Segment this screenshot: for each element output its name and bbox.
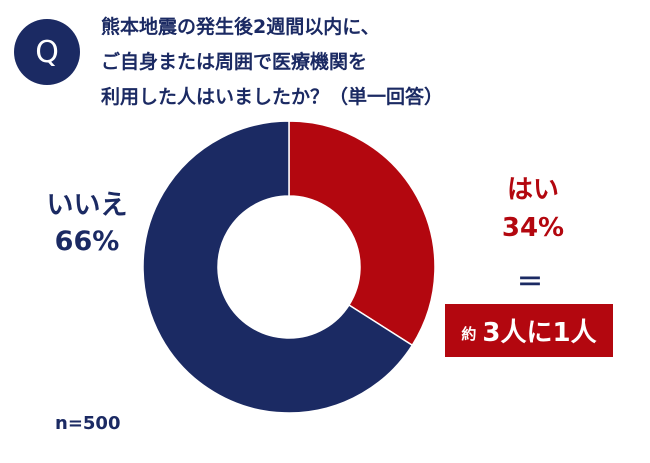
question-text: 熊本地震の発生後2週間以内に、 ご自身または周囲で医療機関を 利用した人はいまし… bbox=[101, 10, 641, 115]
question-line-1: 熊本地震の発生後2週間以内に、 bbox=[101, 16, 380, 38]
question-line-2: ご自身または周囲で医療機関を bbox=[101, 51, 368, 73]
ratio-prefix: 約 bbox=[461, 325, 477, 343]
ratio-callout: 約 3人に1人 bbox=[445, 304, 613, 357]
slice-value-yes: 34% bbox=[501, 213, 565, 243]
slice-label-no: いいえ 66% bbox=[42, 188, 132, 260]
slice-value-no: 66% bbox=[54, 226, 120, 257]
question-line-3: 利用した人はいましたか？（単一回答） bbox=[101, 86, 444, 108]
slice-name-no: いいえ bbox=[46, 190, 128, 221]
donut-slice-no bbox=[142, 120, 414, 414]
ratio-text: 3人に1人 bbox=[482, 318, 597, 348]
slice-name-yes: はい bbox=[506, 175, 559, 205]
donut-slice-yes bbox=[288, 120, 436, 347]
slice-label-yes: はい 34% bbox=[478, 171, 588, 247]
sample-size: n=500 bbox=[55, 413, 121, 434]
equals-sign: ＝ bbox=[516, 268, 543, 298]
question-badge: Q bbox=[14, 19, 80, 85]
